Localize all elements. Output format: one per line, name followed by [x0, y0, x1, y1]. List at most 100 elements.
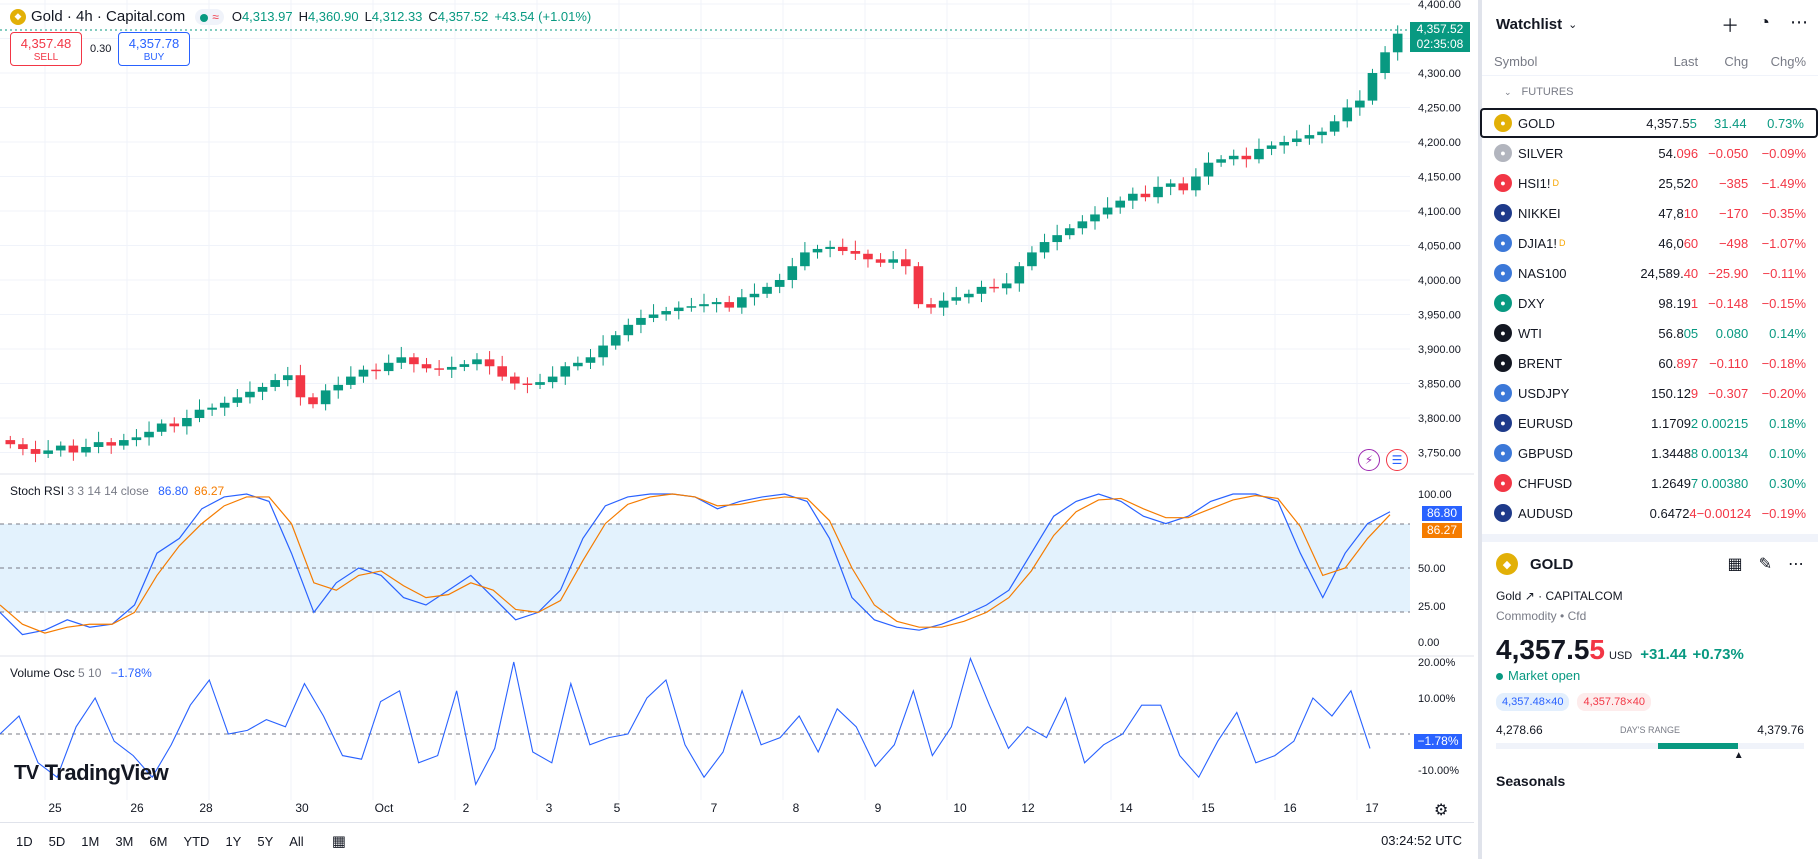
col-symbol[interactable]: Symbol	[1494, 54, 1538, 69]
external-link-icon[interactable]: ↗	[1524, 589, 1535, 603]
watchlist-row[interactable]: ● USDJPY 150.129 −0.307 −0.20%	[1482, 378, 1818, 408]
details-name[interactable]: Gold	[1496, 589, 1522, 603]
chart-area[interactable]: 4,400.004,350.004,300.004,250.004,200.00…	[0, 0, 1474, 859]
candle-body	[43, 450, 53, 454]
more-icon[interactable]: ⋯	[1788, 556, 1804, 573]
row-symbol: ● CHFUSD	[1494, 474, 1590, 492]
watchlist-row[interactable]: ● NAS100 24,589.40 −25.90 −0.11%	[1482, 258, 1818, 288]
watchlist-row[interactable]: ● BRENT 60.897 −0.110 −0.18%	[1482, 348, 1818, 378]
col-chgp[interactable]: Chg%	[1770, 54, 1807, 69]
candle-body	[875, 259, 886, 263]
details-currency: USD	[1609, 650, 1633, 662]
candle-body	[358, 369, 369, 377]
col-chg[interactable]: Chg	[1724, 54, 1749, 69]
price-axis-label: 4,300.00	[1418, 68, 1461, 80]
watchlist-title[interactable]: Watchlist	[1496, 15, 1563, 33]
add-symbol-icon[interactable]: ＋	[1721, 16, 1740, 36]
watchlist-row[interactable]: ● GOLD 4,357.55 31.44 0.73%	[1480, 108, 1818, 138]
candle-body	[964, 293, 974, 298]
candle-body	[68, 445, 79, 453]
row-chgp: 0.73%	[1767, 115, 1804, 131]
candle-body	[194, 409, 205, 418]
candle-body	[1355, 100, 1365, 108]
watchlist-row[interactable]: ● AUDUSD 0.64724 −0.00124 −0.19%	[1482, 498, 1818, 528]
candle-body	[270, 380, 280, 387]
candle-body	[1027, 252, 1037, 267]
gold-icon: ●	[1494, 114, 1512, 132]
range-ytd[interactable]: YTD	[183, 833, 210, 849]
candle-body	[825, 246, 835, 249]
watchlist-row[interactable]: ● DJIA1! D 46,060 −498 −1.07%	[1482, 228, 1818, 258]
candle-body	[1279, 142, 1289, 146]
candle-body	[1241, 155, 1252, 160]
sell-button[interactable]: 4,357.48 SELL	[10, 32, 82, 66]
range-1m[interactable]: 1M	[81, 833, 100, 849]
stoch-rsi-label[interactable]: Stoch RSI 3 3 14 14 close 86.80 86.27	[10, 484, 225, 498]
edit-icon[interactable]: ✎	[1758, 556, 1772, 573]
row-chg: 31.44	[1714, 115, 1747, 131]
oil-icon: ●	[1494, 354, 1512, 372]
details-change-pct: +0.73%	[1692, 646, 1744, 663]
watchlist-row[interactable]: ● WTI 56.805 0.080 0.14%	[1482, 318, 1818, 348]
candle-body	[308, 397, 318, 405]
eu-us-flag-icon: ●	[1494, 414, 1512, 432]
candle-body	[1178, 183, 1189, 191]
us-jp-flag-icon: ●	[1494, 384, 1512, 402]
seasonals-title[interactable]: Seasonals	[1496, 773, 1566, 789]
row-chgp: −1.49%	[1761, 175, 1807, 191]
settings-gear-icon[interactable]: ⚙	[1434, 802, 1449, 819]
watchlist-row[interactable]: ● SILVER 54.096 −0.050 −0.09%	[1482, 138, 1818, 168]
candle-body	[850, 251, 861, 254]
watchlist-row[interactable]: ● NIKKEI 47,810 −170 −0.35%	[1482, 198, 1818, 228]
range-6m[interactable]: 6M	[149, 833, 168, 849]
watchlist-row[interactable]: ● DXY 98.191 −0.148 −0.15%	[1482, 288, 1818, 318]
range-5y[interactable]: 5Y	[257, 833, 274, 849]
row-last: 150.129	[1651, 385, 1699, 401]
chevron-down-icon[interactable]: ⌄	[1568, 18, 1578, 31]
time-axis-label: 12	[1021, 801, 1035, 815]
layout-icon[interactable]: ▦	[1727, 556, 1743, 573]
row-last: 24,589.40	[1640, 265, 1699, 281]
lightning-icon[interactable]: ⚡	[1358, 449, 1380, 471]
details-price: 4,357.55	[1496, 634, 1605, 665]
stoch-d-tag: 86.27	[1422, 523, 1462, 538]
range-3m[interactable]: 3M	[115, 833, 134, 849]
market-status[interactable]: Market open	[1482, 668, 1818, 683]
section-futures[interactable]: ⌄ FUTURES	[1504, 86, 1574, 98]
buy-button[interactable]: 4,357.78 BUY	[118, 32, 190, 66]
candle-body	[119, 440, 129, 446]
chart-canvas[interactable]: 4,400.004,350.004,300.004,250.004,200.00…	[0, 0, 1474, 822]
details-symbol[interactable]: GOLD	[1530, 555, 1574, 573]
col-last[interactable]: Last	[1673, 54, 1699, 69]
chart-legend: ◆ Gold · 4h · Capital.com ≈ O4,313.97 H4…	[10, 8, 591, 25]
volosc-axis-label: 10.00%	[1418, 693, 1456, 705]
candle-body	[1115, 200, 1126, 208]
us-flag-icon[interactable]: ☰	[1386, 449, 1408, 471]
range-5d[interactable]: 5D	[48, 833, 66, 849]
row-last: 47,810	[1658, 205, 1699, 221]
range-1y[interactable]: 1Y	[225, 833, 242, 849]
watchlist-row[interactable]: ● HSI1! D 25,520 −385 −1.49%	[1482, 168, 1818, 198]
range-all[interactable]: All	[289, 833, 304, 849]
time-axis-label: 10	[953, 801, 967, 815]
goto-date-icon[interactable]: ▦	[331, 833, 346, 850]
candle-body	[169, 423, 180, 427]
status-indicators[interactable]: ≈	[195, 8, 224, 25]
range-1d[interactable]: 1D	[16, 833, 33, 849]
price-axis-label: 3,900.00	[1418, 344, 1461, 356]
stoch-axis-label: 25.00	[1418, 601, 1446, 613]
volosc-axis-label: -10.00%	[1418, 765, 1459, 777]
more-icon[interactable]: ⋯	[1790, 12, 1808, 32]
hsi-icon: ●	[1494, 174, 1512, 192]
candle-body	[1102, 207, 1113, 215]
tradingview-logo[interactable]: TV TradingView	[14, 760, 169, 785]
watchlist-row[interactable]: ● GBPUSD 1.34488 0.00134 0.10%	[1482, 438, 1818, 468]
utc-clock[interactable]: 03:24:52 UTC	[1381, 833, 1462, 848]
watchlist-row[interactable]: ● CHFUSD 1.26497 0.00380 0.30%	[1482, 468, 1818, 498]
symbol-title[interactable]: Gold · 4h · Capital.com	[31, 8, 186, 25]
volume-osc-label[interactable]: Volume Osc 5 10 −1.78%	[10, 666, 152, 680]
advanced-view-icon[interactable]: ◔	[1759, 12, 1770, 32]
details-exchange[interactable]: CAPITALCOM	[1545, 589, 1623, 603]
candle-body	[1254, 148, 1264, 160]
watchlist-row[interactable]: ● EURUSD 1.17092 0.00215 0.18%	[1482, 408, 1818, 438]
